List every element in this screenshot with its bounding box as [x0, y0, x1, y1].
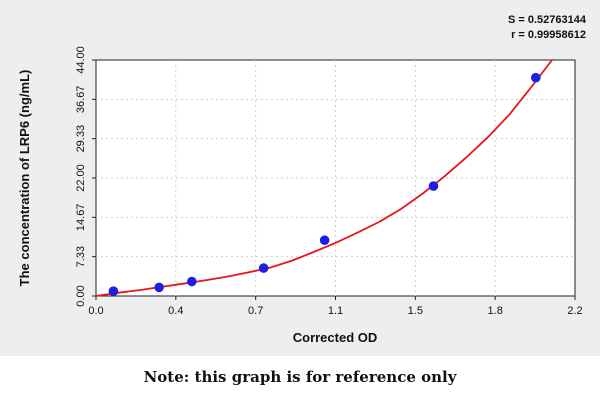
chart-plot: 0.00 7.33 14.67 22.00 29.33 36.67 44.00 0.0 0.4 0… [17, 14, 587, 345]
y-tick-label: 14.67 [75, 204, 87, 232]
data-point [319, 235, 330, 246]
y-tick-label: 0.00 [75, 285, 87, 306]
stat-r-value: r = 0.99958612 [511, 29, 586, 41]
y-axis-title: The concentration of LRP6 (ng/mL) [17, 70, 32, 287]
gridlines [96, 60, 575, 296]
y-tick-label: 36.67 [75, 86, 87, 114]
stat-s-value: S = 0.52763144 [508, 14, 587, 26]
x-axis-title: Corrected OD [293, 330, 378, 345]
data-points [108, 72, 541, 296]
fit-curve [95, 59, 553, 297]
data-point [531, 72, 541, 83]
x-tick-label: 1.5 [408, 305, 423, 317]
data-point [108, 286, 119, 296]
data-point [428, 181, 439, 191]
data-point [258, 263, 269, 273]
reference-note: Note: this graph is for reference only [143, 368, 457, 386]
y-tick-label: 44.00 [75, 46, 87, 74]
fit-curve-group [95, 59, 553, 297]
x-tick-label: 0.0 [88, 305, 103, 317]
chart-panel: 0.00 7.33 14.67 22.00 29.33 36.67 44.00 0.0 0.4 0… [0, 0, 600, 356]
x-tick-label: 0.4 [168, 305, 183, 317]
x-tick-label: 1.8 [488, 305, 503, 317]
y-tick-label: 22.00 [75, 164, 87, 192]
x-tick-label: 1.1 [328, 305, 343, 317]
x-tick-label: 0.7 [248, 305, 263, 317]
x-tick-label: 2.2 [567, 305, 582, 317]
data-point [154, 282, 164, 293]
y-tick-label: 7.33 [75, 246, 87, 267]
data-point [187, 276, 197, 287]
y-tick-label: 29.33 [75, 125, 87, 153]
axis-ticks: 0.00 7.33 14.67 22.00 29.33 36.67 44.00 0.0 0.4 0… [75, 46, 583, 317]
